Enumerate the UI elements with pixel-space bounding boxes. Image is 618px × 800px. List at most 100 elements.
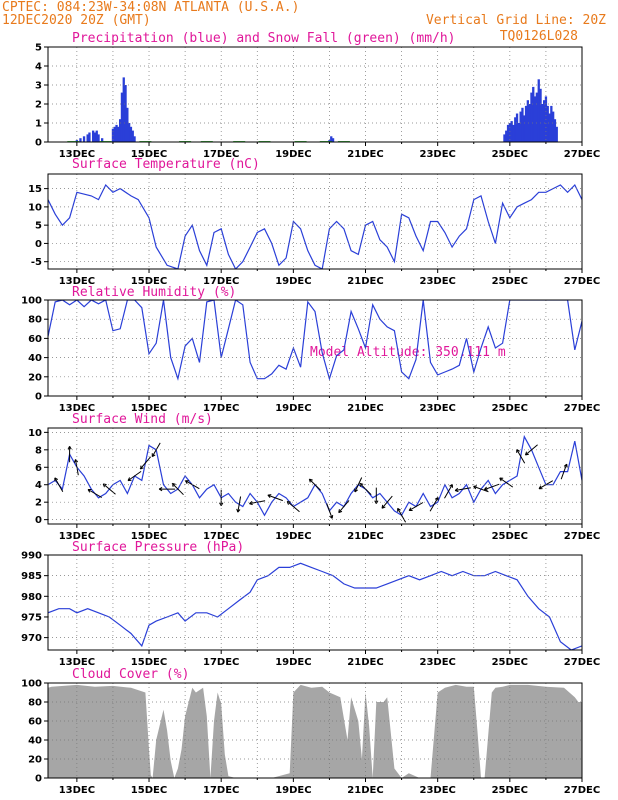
- header-date: 12DEC2020 20Z (GMT): [2, 13, 151, 28]
- precip-bar: [517, 123, 520, 142]
- precip-xtick-label: 21DEC: [347, 149, 383, 160]
- wind-arrow: [102, 483, 116, 495]
- wind-xtick-label: 17DEC: [203, 531, 239, 542]
- pressure-plot: [48, 562, 582, 650]
- pressure-frame: [47, 554, 583, 651]
- precip-bar: [129, 126, 133, 142]
- wind-arrow: [267, 494, 283, 502]
- pressure-xtick-label: 21DEC: [347, 657, 383, 668]
- cloud-panel: Cloud Cover (%) 0 20 40 60 80 100 13DEC 15DEC 17D…: [21, 667, 600, 796]
- rh-panel: Relative Humidity (%) 0 20 40 60 80 100 13DEC 15…: [21, 285, 600, 414]
- precip-bar: [75, 140, 78, 142]
- rh-xtick-label: 17DEC: [203, 403, 239, 414]
- cloud-title: Cloud Cover (%): [72, 667, 189, 682]
- cloud-plot: [48, 684, 582, 778]
- precip-bar: [82, 136, 86, 142]
- precip-bar: [120, 92, 124, 142]
- precip-bar: [553, 119, 557, 142]
- precip-ytick-label: 2: [35, 100, 42, 111]
- precip-bar: [133, 136, 136, 142]
- temp-frame: [47, 173, 583, 270]
- wind-ytick-label: 2: [35, 498, 42, 509]
- pressure-xtick-label: 23DEC: [420, 657, 456, 668]
- precip-bar: [521, 107, 524, 142]
- precip-bar: [97, 134, 100, 142]
- cloud-xtick-label: 17DEC: [203, 785, 239, 796]
- rh-xtick-label: 19DEC: [275, 403, 311, 414]
- precip-bar: [86, 134, 89, 142]
- wind-arrow: [139, 456, 151, 470]
- precip-bar: [532, 86, 535, 142]
- cloud-xtick-label: 13DEC: [59, 785, 95, 796]
- rh-line: [48, 300, 582, 381]
- precip-xtick-label: 17DEC: [203, 149, 239, 160]
- precip-bar: [514, 117, 517, 142]
- rh-ytick-label: 0: [35, 392, 42, 403]
- wind-arrow: [171, 482, 184, 496]
- pressure-xtick-label: 25DEC: [492, 657, 528, 668]
- cloud-frame: [47, 682, 583, 779]
- wind-xtick-label: 19DEC: [275, 531, 311, 542]
- wind-arrow: [236, 496, 242, 513]
- wind-arrow: [326, 503, 334, 519]
- rh-ytick-label: 40: [28, 353, 42, 364]
- rh-ytick-label: 20: [28, 372, 42, 383]
- precip-bar: [519, 111, 522, 142]
- wind-line: [48, 434, 582, 517]
- precip-xtick-label: 25DEC: [492, 149, 528, 160]
- wind-arrow: [354, 477, 363, 493]
- rh-title: Relative Humidity (%): [72, 285, 236, 300]
- precip-bar: [131, 130, 134, 142]
- wind-arrow: [408, 502, 424, 511]
- precip-bar: [550, 105, 553, 142]
- wind-arrow: [483, 483, 500, 491]
- wind-xtick-label: 21DEC: [347, 531, 383, 542]
- precip-bar: [524, 105, 528, 142]
- wind-arrow: [127, 470, 142, 482]
- wind-arrow: [87, 489, 103, 498]
- header-model-id: TQ0126L028: [500, 29, 578, 44]
- wind-ytick-label: 10: [28, 428, 42, 439]
- precip-bar: [330, 136, 333, 142]
- wind-arrow: [374, 487, 379, 504]
- precip-bar: [541, 104, 544, 142]
- header-grid-note: Vertical Grid Line: 20Z: [426, 13, 606, 28]
- wind-arrow: [338, 500, 350, 514]
- precip-bar: [506, 124, 510, 142]
- wind-arrow: [473, 485, 489, 493]
- wind-xtick-label: 15DEC: [131, 531, 167, 542]
- pressure-xtick-label: 15DEC: [131, 657, 167, 668]
- precip-bar: [537, 79, 540, 142]
- precip-bar: [115, 124, 118, 142]
- precip-bar: [328, 140, 331, 142]
- cloud-xtick-label: 21DEC: [347, 785, 383, 796]
- wind-arrow: [54, 477, 64, 492]
- wind-xtick-label: 25DEC: [492, 531, 528, 542]
- wind-arrow: [249, 500, 266, 506]
- precip-bar: [119, 119, 122, 142]
- wind-arrow: [308, 478, 322, 491]
- temp-xtick-label: 19DEC: [275, 276, 311, 287]
- rh-xtick-label: 23DEC: [420, 403, 456, 414]
- precip-bar: [539, 88, 542, 142]
- wind-plot: [48, 434, 582, 523]
- rh-xtick-label: 27DEC: [564, 403, 600, 414]
- precip-bar: [101, 138, 104, 142]
- cloud-ytick-label: 100: [21, 679, 42, 690]
- temp-xtick-label: 13DEC: [59, 276, 95, 287]
- precip-bar: [92, 130, 95, 142]
- precip-ytick-label: 0: [35, 138, 42, 149]
- temp-ytick-label: 0: [35, 239, 42, 250]
- precip-bar: [546, 105, 549, 142]
- precip-bar: [128, 123, 131, 142]
- wind-arrow: [359, 482, 372, 496]
- precip-bar: [523, 115, 526, 142]
- cloud-ytick-label: 0: [35, 774, 42, 785]
- rh-ytick-label: 100: [21, 296, 42, 307]
- pressure-ytick-label: 985: [21, 571, 42, 582]
- cloud-xtick-label: 15DEC: [131, 785, 167, 796]
- pressure-line: [48, 562, 582, 650]
- precip-bar: [508, 123, 511, 142]
- pressure-xtick-label: 13DEC: [59, 657, 95, 668]
- precip-title: Precipitation (blue) and Snow Fall (gree…: [72, 31, 456, 46]
